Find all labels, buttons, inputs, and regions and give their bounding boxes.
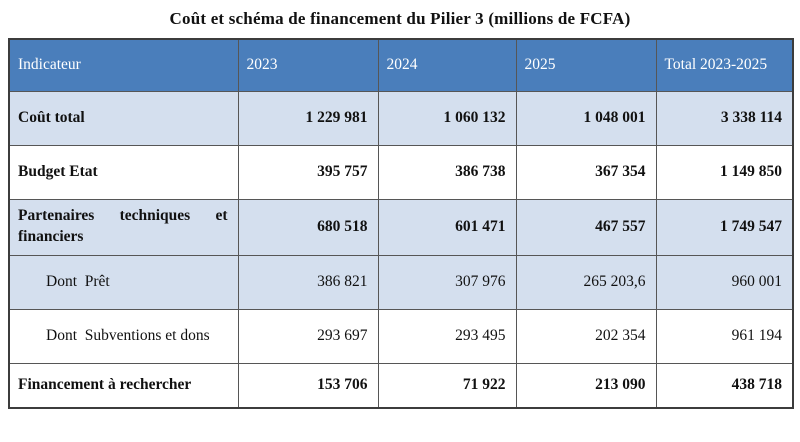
- page-title: Coût et schéma de financement du Pilier …: [169, 9, 631, 28]
- row-value: 1 060 132: [377, 90, 517, 146]
- column-header-total: Total 2023-2025: [655, 38, 794, 92]
- row-value: 367 354: [515, 144, 657, 200]
- table-row: Dont Prêt 386 821 307 976 265 203,6 960 001: [8, 254, 794, 310]
- row-label: Dont Subventions et dons: [8, 308, 239, 364]
- row-value: 386 821: [237, 254, 379, 310]
- row-value: 1 229 981: [237, 90, 379, 146]
- table-row: Financement à rechercher 153 706 71 922 213…: [8, 362, 794, 409]
- row-value: 71 922: [377, 362, 517, 409]
- row-label: Partenaires techniques et financiers: [8, 198, 239, 256]
- row-value: 960 001: [655, 254, 794, 310]
- row-value: 1 048 001: [515, 90, 657, 146]
- row-value: 293 495: [377, 308, 517, 364]
- document-page: Coût et schéma de financement du Pilier …: [0, 9, 800, 409]
- financing-table: Indicateur 2023 2024 2025 Total 2023-202…: [8, 38, 794, 409]
- table-row: Budget Etat 395 757 386 738 367 354 1 149 85…: [8, 144, 794, 200]
- column-header-2025: 2025: [515, 38, 657, 92]
- row-value: 265 203,6: [515, 254, 657, 310]
- row-label: Budget Etat: [8, 144, 239, 200]
- row-value: 153 706: [237, 362, 379, 409]
- row-value: 1 149 850: [655, 144, 794, 200]
- row-value: 213 090: [515, 362, 657, 409]
- column-header-2023: 2023: [237, 38, 379, 92]
- row-label: Dont Prêt: [8, 254, 239, 310]
- row-value: 438 718: [655, 362, 794, 409]
- table-body: Coût total 1 229 981 1 060 132 1 048 001 3 3…: [8, 90, 794, 409]
- column-header-indicateur: Indicateur: [8, 38, 239, 92]
- row-value: 1 749 547: [655, 198, 794, 256]
- row-value: 680 518: [237, 198, 379, 256]
- row-value: 307 976: [377, 254, 517, 310]
- table-header-row: Indicateur 2023 2024 2025 Total 2023-202…: [8, 38, 794, 92]
- row-value: 467 557: [515, 198, 657, 256]
- table-row: Coût total 1 229 981 1 060 132 1 048 001 3 3…: [8, 90, 794, 146]
- row-value: 601 471: [377, 198, 517, 256]
- column-header-2024: 2024: [377, 38, 517, 92]
- row-value: 386 738: [377, 144, 517, 200]
- table-row: Dont Subventions et dons 293 697 293 495 20…: [8, 308, 794, 364]
- row-value: 961 194: [655, 308, 794, 364]
- row-value: 293 697: [237, 308, 379, 364]
- row-value: 202 354: [515, 308, 657, 364]
- row-value: 3 338 114: [655, 90, 794, 146]
- table-row: Partenaires techniques et financiers 680 …: [8, 198, 794, 256]
- row-label: Financement à rechercher: [8, 362, 239, 409]
- row-value: 395 757: [237, 144, 379, 200]
- row-label: Coût total: [8, 90, 239, 146]
